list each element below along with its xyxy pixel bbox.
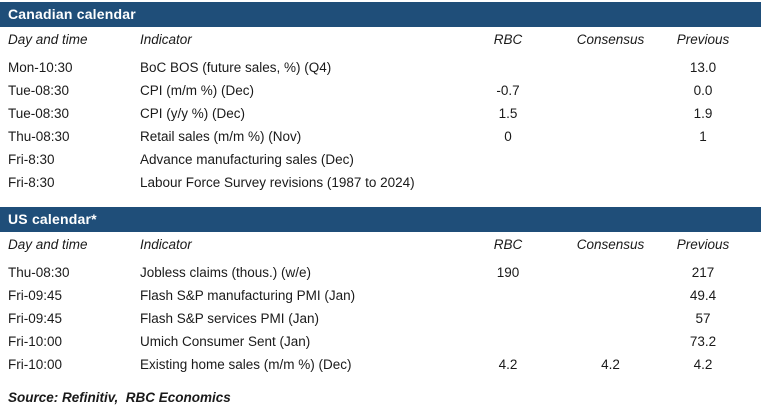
- day-cell: Mon-10:30: [8, 60, 73, 75]
- section-header-canadian-calendar: Canadian calendar: [0, 2, 761, 27]
- column-header-previous: Previous: [676, 237, 730, 252]
- consensus-cell: [558, 79, 663, 102]
- economic-calendar-page: Canadian calendar Day and time Indicator…: [0, 2, 761, 405]
- rbc-cell: -0.7: [496, 83, 520, 98]
- previous-cell: 4.2: [693, 357, 713, 372]
- previous-cell: 57: [695, 311, 711, 326]
- day-cell: Fri-09:45: [8, 311, 63, 326]
- indicator-cell: Advance manufacturing sales (Dec): [140, 152, 354, 167]
- section-header-us-calendar: US calendar*: [0, 207, 761, 232]
- day-cell: Tue-08:30: [8, 106, 70, 121]
- table-row: Fri-09:45 Flash S&P manufacturing PMI (J…: [0, 284, 761, 307]
- column-header-consensus: Consensus: [576, 32, 645, 47]
- consensus-cell: [558, 148, 663, 171]
- previous-cell: [663, 148, 743, 171]
- table-row: Mon-10:30 BoC BOS (future sales, %) (Q4)…: [0, 56, 761, 79]
- section-canadian-calendar: Canadian calendar Day and time Indicator…: [0, 2, 761, 194]
- previous-cell: 1: [699, 129, 707, 144]
- previous-cell: [663, 171, 743, 194]
- column-header-row: Day and time Indicator RBC Consensus Pre…: [0, 31, 761, 49]
- table-row: Fri-8:30 Labour Force Survey revisions (…: [0, 171, 761, 194]
- table-row: Fri-09:45 Flash S&P services PMI (Jan) 5…: [0, 307, 761, 330]
- canadian-rows: Mon-10:30 BoC BOS (future sales, %) (Q4)…: [0, 56, 761, 194]
- section-us-calendar: US calendar* Day and time Indicator RBC …: [0, 207, 761, 376]
- indicator-cell: Jobless claims (thous.) (w/e): [140, 265, 312, 280]
- rbc-cell: 190: [496, 265, 520, 280]
- rbc-cell: [458, 284, 558, 307]
- table-row: Thu-08:30 Retail sales (m/m %) (Nov) 0 1: [0, 125, 761, 148]
- table-row: Fri-8:30 Advance manufacturing sales (De…: [0, 148, 761, 171]
- indicator-cell: Existing home sales (m/m %) (Dec): [140, 357, 352, 372]
- day-cell: Tue-08:30: [8, 83, 70, 98]
- rbc-cell: [458, 148, 558, 171]
- column-header-previous: Previous: [676, 32, 730, 47]
- previous-cell: 0.0: [693, 83, 713, 98]
- previous-cell: 49.4: [689, 288, 717, 303]
- rbc-cell: [458, 307, 558, 330]
- previous-cell: 217: [691, 265, 715, 280]
- consensus-cell: [558, 102, 663, 125]
- column-header-rbc: RBC: [493, 237, 523, 252]
- consensus-cell: 4.2: [601, 357, 620, 372]
- table-row: Fri-10:00 Existing home sales (m/m %) (D…: [0, 353, 761, 376]
- indicator-cell: CPI (m/m %) (Dec): [140, 83, 254, 98]
- day-cell: Thu-08:30: [8, 129, 70, 144]
- consensus-cell: [558, 284, 663, 307]
- day-cell: Fri-09:45: [8, 288, 63, 303]
- consensus-cell: [558, 171, 663, 194]
- consensus-cell: [558, 56, 663, 79]
- column-header-day-and-time: Day and time: [8, 237, 88, 252]
- day-cell: Thu-08:30: [8, 265, 70, 280]
- rbc-cell: [458, 330, 558, 353]
- rbc-cell: 1.5: [498, 106, 518, 121]
- day-cell: Fri-8:30: [8, 175, 55, 190]
- previous-cell: 13.0: [689, 60, 717, 75]
- indicator-cell: Umich Consumer Sent (Jan): [140, 334, 311, 349]
- previous-cell: 1.9: [693, 106, 713, 121]
- table-row: Tue-08:30 CPI (m/m %) (Dec) -0.7 0.0: [0, 79, 761, 102]
- column-header-day-and-time: Day and time: [8, 32, 88, 47]
- source-note: Source: Refinitiv, RBC Economics: [8, 390, 231, 405]
- indicator-cell: Flash S&P services PMI (Jan): [140, 311, 320, 326]
- previous-cell: 73.2: [689, 334, 717, 349]
- column-header-consensus: Consensus: [576, 237, 645, 252]
- rbc-cell: 0: [504, 129, 512, 144]
- column-header-rbc: RBC: [493, 32, 523, 47]
- rbc-cell: [458, 56, 558, 79]
- consensus-cell: [558, 125, 663, 148]
- day-cell: Fri-8:30: [8, 152, 55, 167]
- consensus-cell: [558, 330, 663, 353]
- indicator-cell: Flash S&P manufacturing PMI (Jan): [140, 288, 356, 303]
- day-cell: Fri-10:00: [8, 357, 63, 372]
- indicator-cell: CPI (y/y %) (Dec): [140, 106, 246, 121]
- day-cell: Fri-10:00: [8, 334, 63, 349]
- indicator-cell: Labour Force Survey revisions (1987 to 2…: [140, 175, 415, 190]
- column-header-indicator: Indicator: [140, 237, 192, 252]
- consensus-cell: [558, 307, 663, 330]
- table-row: Tue-08:30 CPI (y/y %) (Dec) 1.5 1.9: [0, 102, 761, 125]
- indicator-cell: BoC BOS (future sales, %) (Q4): [140, 60, 332, 75]
- consensus-cell: [558, 261, 663, 284]
- indicator-cell: Retail sales (m/m %) (Nov): [140, 129, 302, 144]
- rbc-cell: [458, 171, 558, 194]
- column-header-row: Day and time Indicator RBC Consensus Pre…: [0, 236, 761, 254]
- rbc-cell: 4.2: [498, 357, 518, 372]
- us-rows: Thu-08:30 Jobless claims (thous.) (w/e) …: [0, 261, 761, 376]
- table-row: Thu-08:30 Jobless claims (thous.) (w/e) …: [0, 261, 761, 284]
- column-header-indicator: Indicator: [140, 32, 192, 47]
- table-row: Fri-10:00 Umich Consumer Sent (Jan) 73.2: [0, 330, 761, 353]
